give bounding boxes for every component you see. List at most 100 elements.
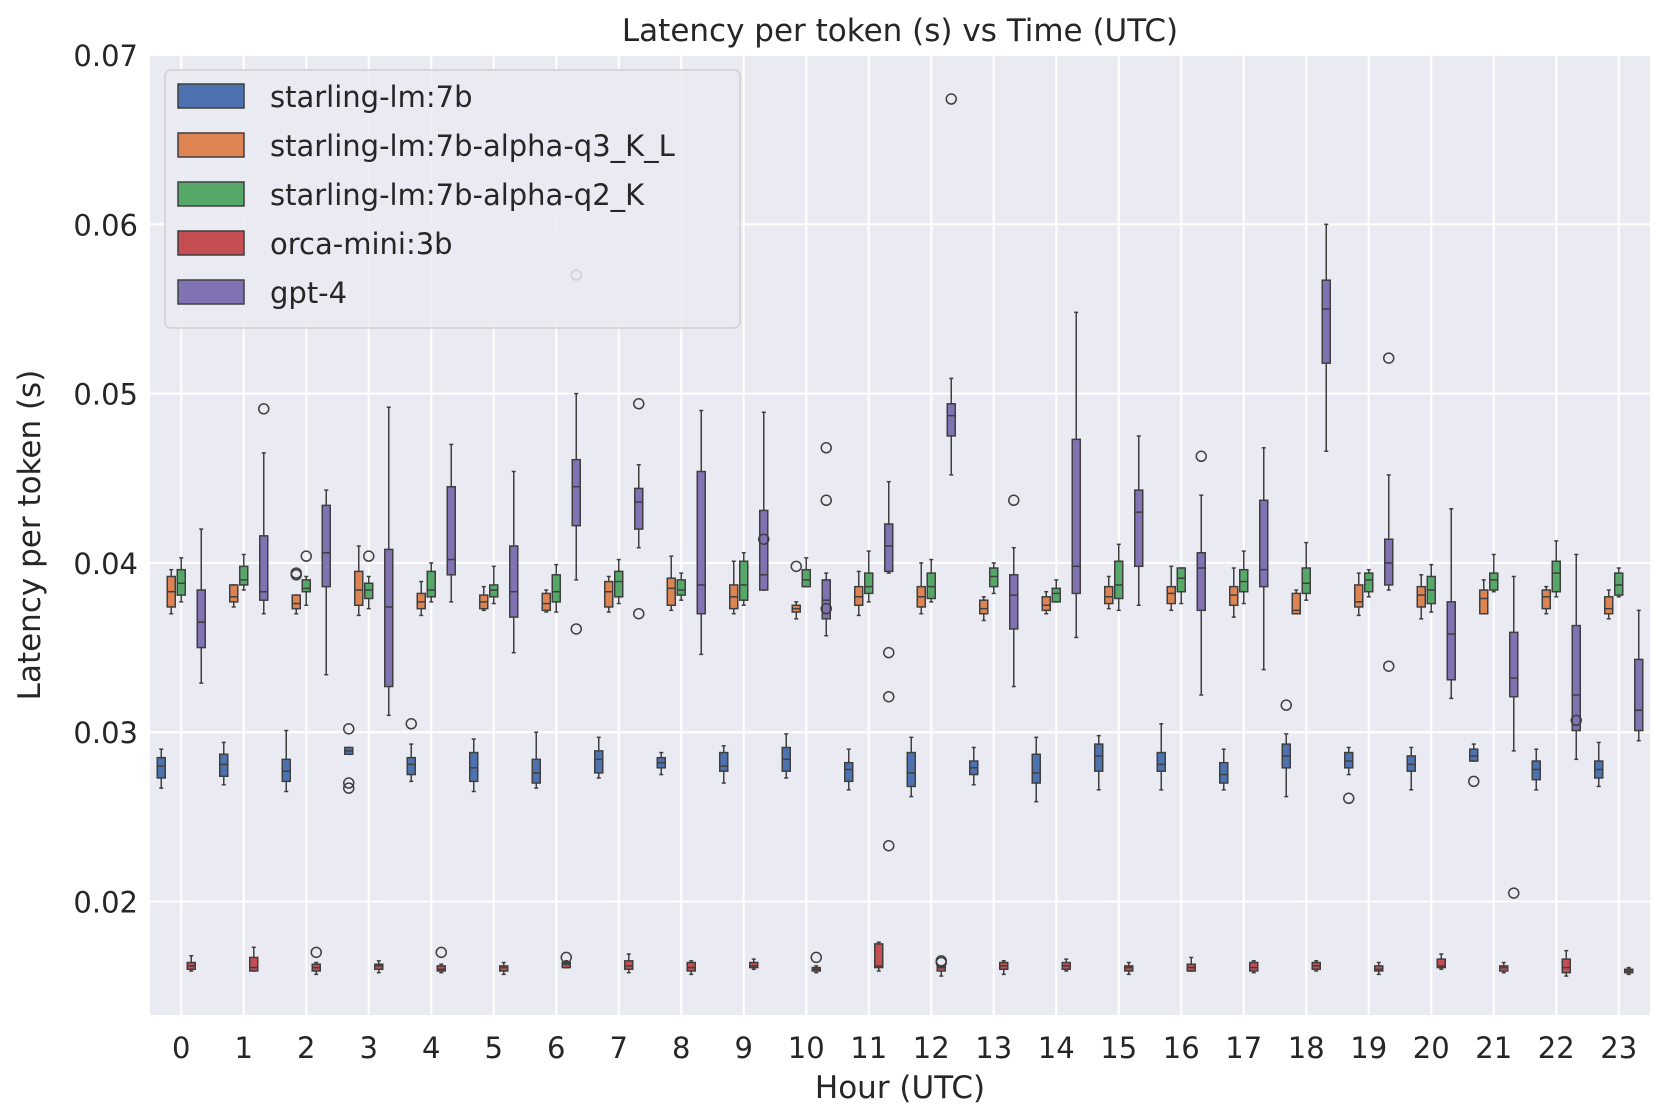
box-plot xyxy=(1406,746,1416,791)
box-plot xyxy=(1114,543,1124,612)
box-plot xyxy=(624,953,634,974)
outlier-point xyxy=(343,723,355,735)
box-plot xyxy=(258,403,270,615)
box-plot xyxy=(739,552,749,607)
box-iqr xyxy=(321,504,331,588)
box-plot xyxy=(810,951,822,974)
x-tick-label: 22 xyxy=(1538,1031,1575,1065)
box-iqr xyxy=(384,548,394,688)
box-iqr xyxy=(686,961,696,972)
outlier-point xyxy=(1383,352,1395,364)
x-tick-label: 0 xyxy=(172,1031,190,1065)
outlier-point xyxy=(820,442,832,454)
legend-swatch xyxy=(177,181,245,207)
box-iqr xyxy=(1374,965,1384,972)
outlier-point xyxy=(820,494,832,507)
y-tick-label: 0.03 xyxy=(73,716,138,750)
x-tick-label: 5 xyxy=(485,1031,503,1065)
legend-swatch xyxy=(177,83,245,109)
box-iqr xyxy=(874,943,884,969)
box-iqr xyxy=(1041,596,1051,612)
box-iqr xyxy=(176,568,186,596)
y-axis-label: Latency per token (s) xyxy=(12,370,48,701)
box-iqr xyxy=(229,584,239,603)
box-plot xyxy=(969,746,979,786)
box-iqr xyxy=(1604,596,1614,615)
box-plot xyxy=(166,568,176,615)
box-iqr xyxy=(979,599,989,615)
outlier-point xyxy=(1343,792,1355,805)
box-plot xyxy=(666,555,676,612)
box-plot xyxy=(1321,223,1331,452)
legend-label: starling-lm:7b-alpha-q2_K xyxy=(270,178,645,212)
box-iqr xyxy=(1176,567,1186,593)
box-iqr xyxy=(604,580,614,608)
box-plot xyxy=(1416,574,1426,620)
box-plot xyxy=(1551,540,1561,598)
box-plot xyxy=(1354,572,1364,617)
box-plot xyxy=(854,570,864,617)
box-iqr xyxy=(821,579,831,620)
chart-title: Latency per token (s) vs Time (UTC) xyxy=(622,13,1178,49)
box-plot xyxy=(1134,435,1144,607)
box-iqr xyxy=(196,589,206,649)
box-plot xyxy=(499,961,509,976)
box-plot xyxy=(196,528,206,684)
series-gpt-4 xyxy=(196,93,1644,899)
box-plot xyxy=(656,751,666,776)
y-tick-labels: 0.02 0.03 0.04 0.05 0.06 0.07 xyxy=(73,39,138,920)
box-plot xyxy=(446,443,456,603)
outlier-point xyxy=(1570,714,1582,727)
legend: starling-lm:7b starling-lm:7b-alpha-q3_K_… xyxy=(164,69,741,329)
box-plot xyxy=(416,580,426,617)
box-iqr xyxy=(1104,585,1114,605)
x-tick-label: 13 xyxy=(975,1031,1012,1065)
box-plot xyxy=(321,489,331,676)
x-tick-label: 17 xyxy=(1225,1031,1262,1065)
outlier-point xyxy=(343,782,355,794)
box-iqr xyxy=(749,961,759,969)
box-plot xyxy=(1239,550,1249,605)
box-iqr xyxy=(854,585,864,607)
box-plot xyxy=(1249,960,1259,974)
box-iqr xyxy=(719,751,729,772)
outlier-point xyxy=(1008,494,1020,507)
box-plot xyxy=(469,738,479,793)
box-plot xyxy=(979,596,989,622)
box-plot xyxy=(696,409,706,656)
box-plot xyxy=(509,470,519,654)
x-tick-label: 2 xyxy=(297,1031,315,1065)
box-plot xyxy=(1186,956,1196,972)
box-iqr xyxy=(1156,751,1166,772)
box-iqr xyxy=(281,758,291,783)
box-iqr xyxy=(1446,601,1456,681)
box-iqr xyxy=(1364,572,1374,593)
box-iqr xyxy=(416,592,426,610)
box-iqr xyxy=(301,579,311,593)
box-plot xyxy=(801,557,811,588)
box-iqr xyxy=(1384,538,1394,586)
box-plot xyxy=(363,550,375,610)
box-iqr xyxy=(1499,965,1509,972)
box-iqr xyxy=(426,570,436,598)
box-plot xyxy=(916,562,926,615)
x-tick-label: 10 xyxy=(788,1031,825,1065)
box-iqr xyxy=(551,574,561,603)
box-plot xyxy=(1094,734,1104,791)
series-starling-lm:7b xyxy=(156,699,1604,805)
box-plot xyxy=(374,960,384,974)
box-plot xyxy=(686,960,696,976)
box-plot xyxy=(1280,699,1292,798)
box-iqr xyxy=(1229,585,1239,607)
x-tick-label: 4 xyxy=(422,1031,440,1065)
box-iqr xyxy=(1031,753,1041,784)
box-plot xyxy=(1499,961,1509,974)
box-iqr xyxy=(446,485,456,576)
x-tick-label: 11 xyxy=(850,1031,887,1065)
box-plot xyxy=(1156,723,1166,791)
box-plot xyxy=(1364,568,1374,598)
box-plot xyxy=(781,733,791,779)
box-plot xyxy=(1561,949,1571,977)
y-tick-label: 0.02 xyxy=(73,886,138,920)
